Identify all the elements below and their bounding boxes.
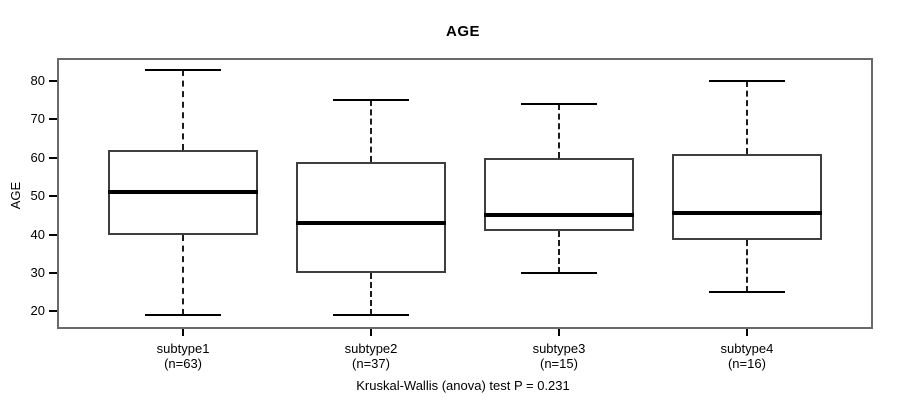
x-tick-mark (557, 329, 560, 336)
y-tick-label: 80 (30, 73, 45, 89)
x-axis-label: subtype2 (n=37) (271, 341, 471, 371)
x-tick-mark (745, 329, 748, 336)
lower-whisker-line (745, 240, 748, 293)
lower-whisker-cap (333, 314, 409, 317)
y-tick-label: 30 (30, 264, 45, 280)
stat-test-caption: Kruskal-Wallis (anova) test P = 0.231 (356, 378, 570, 393)
y-tick-label: 40 (30, 226, 45, 242)
lower-whisker-cap (709, 291, 785, 294)
y-tick-mark (49, 156, 57, 159)
y-tick-mark (49, 233, 57, 236)
y-tick-mark (49, 195, 57, 198)
upper-whisker-line (370, 100, 373, 162)
y-tick-mark (49, 271, 57, 274)
plot-area: 20 30 40 50 60 70 80 subtype1 (n=63) subtype2 (n=3… (31, 58, 873, 371)
upper-whisker-cap (709, 80, 785, 83)
lower-whisker-line (370, 272, 373, 316)
x-label-group-count: (n=63) (164, 356, 203, 371)
x-axis-label: subtype1 (n=63) (83, 341, 283, 371)
x-axis-label: subtype4 (n=16) (647, 341, 847, 371)
lower-whisker-cap (145, 314, 221, 317)
upper-whisker-line (557, 104, 560, 158)
iqr-box (295, 161, 447, 273)
upper-whisker-cap (145, 68, 221, 71)
y-tick-mark (49, 310, 57, 313)
lower-whisker-line (557, 230, 560, 273)
x-tick-mark (182, 329, 185, 336)
x-tick-mark (370, 329, 373, 336)
y-tick-label: 60 (30, 149, 45, 165)
x-label-group-name: subtype3 (532, 341, 586, 356)
upper-whisker-cap (521, 103, 597, 106)
median-line (483, 213, 635, 218)
iqr-box (483, 157, 635, 231)
x-label-group-name: subtype1 (156, 341, 210, 356)
y-tick-mark (49, 80, 57, 83)
x-label-group-name: subtype4 (720, 341, 774, 356)
x-label-group-count: (n=37) (352, 356, 390, 371)
y-tick-label: 70 (30, 111, 45, 127)
y-tick-label: 50 (30, 188, 45, 204)
median-line (671, 211, 823, 216)
upper-whisker-line (745, 81, 748, 154)
lower-whisker-cap (521, 271, 597, 274)
y-tick-label: 20 (30, 303, 45, 319)
upper-whisker-line (182, 69, 185, 151)
x-label-group-name: subtype2 (344, 341, 398, 356)
x-label-group-count: (n=15) (539, 356, 578, 371)
x-label-group-count: (n=16) (727, 356, 766, 371)
chart-title: AGE (445, 23, 480, 40)
x-axis-label: subtype3 (n=15) (459, 341, 659, 371)
upper-whisker-cap (333, 99, 409, 102)
lower-whisker-line (182, 234, 185, 316)
median-line (295, 221, 447, 226)
median-line (107, 190, 259, 195)
iqr-box (671, 153, 823, 241)
y-tick-mark (49, 118, 57, 121)
